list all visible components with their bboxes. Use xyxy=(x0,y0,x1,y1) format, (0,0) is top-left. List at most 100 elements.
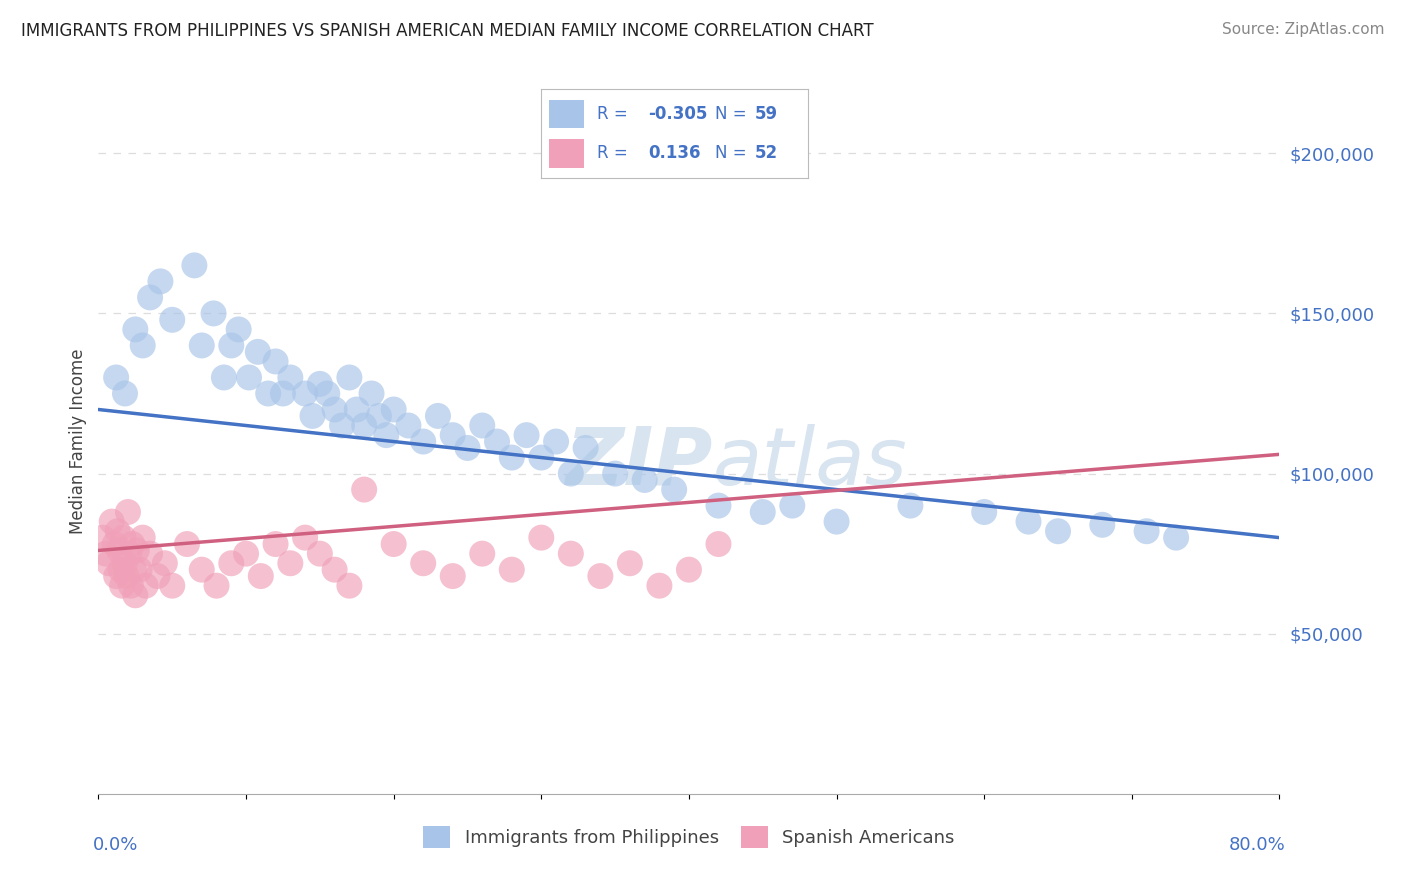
Point xyxy=(114,556,136,570)
Text: ZIP: ZIP xyxy=(565,424,713,501)
Point xyxy=(1166,531,1188,545)
Point xyxy=(707,499,730,513)
Point xyxy=(112,531,135,545)
Point xyxy=(486,434,509,449)
Text: 0.0%: 0.0% xyxy=(93,836,138,855)
Point xyxy=(110,563,132,577)
Point xyxy=(678,563,700,577)
Point xyxy=(221,556,243,570)
Text: R =: R = xyxy=(598,145,634,162)
Point xyxy=(100,515,122,529)
Point xyxy=(238,370,260,384)
Point xyxy=(501,450,523,465)
Text: 80.0%: 80.0% xyxy=(1229,836,1285,855)
Y-axis label: Median Family Income: Median Family Income xyxy=(69,349,87,534)
Point xyxy=(122,563,145,577)
Point xyxy=(205,579,228,593)
Text: 52: 52 xyxy=(755,145,778,162)
Point xyxy=(97,556,120,570)
Point xyxy=(360,386,382,401)
Point xyxy=(125,543,148,558)
Point xyxy=(221,338,243,352)
Point xyxy=(441,428,464,442)
Point xyxy=(264,354,287,368)
Point xyxy=(323,402,346,417)
Point xyxy=(546,434,568,449)
Point xyxy=(294,531,316,545)
Point xyxy=(105,370,128,384)
Text: -0.305: -0.305 xyxy=(648,105,707,123)
Point xyxy=(301,409,323,423)
Point xyxy=(128,563,150,577)
Point xyxy=(135,579,157,593)
Text: 59: 59 xyxy=(755,105,778,123)
Point xyxy=(121,537,143,551)
Point xyxy=(782,499,804,513)
Point xyxy=(707,537,730,551)
Text: atlas: atlas xyxy=(713,424,907,501)
Point xyxy=(634,473,657,487)
Point xyxy=(228,322,250,336)
Point xyxy=(516,428,538,442)
Point xyxy=(471,418,494,433)
Point xyxy=(1136,524,1159,539)
Point xyxy=(271,386,294,401)
Point xyxy=(120,579,142,593)
Point xyxy=(471,547,494,561)
Point xyxy=(91,531,114,545)
Point xyxy=(605,467,627,481)
Text: R =: R = xyxy=(598,105,634,123)
Point xyxy=(139,547,162,561)
Point xyxy=(648,579,671,593)
Point xyxy=(752,505,775,519)
Point xyxy=(1047,524,1070,539)
Point xyxy=(316,386,339,401)
Legend: Immigrants from Philippines, Spanish Americans: Immigrants from Philippines, Spanish Ame… xyxy=(416,819,962,855)
Point xyxy=(346,402,368,417)
Point xyxy=(246,344,269,359)
Point xyxy=(427,409,450,423)
Text: N =: N = xyxy=(716,105,752,123)
Point xyxy=(664,483,686,497)
Point xyxy=(183,259,205,273)
Point xyxy=(191,338,214,352)
Point xyxy=(153,556,176,570)
Text: N =: N = xyxy=(716,145,752,162)
Point xyxy=(264,537,287,551)
Point xyxy=(105,569,128,583)
Point xyxy=(235,547,257,561)
Point xyxy=(107,524,129,539)
Point xyxy=(412,434,434,449)
Text: IMMIGRANTS FROM PHILIPPINES VS SPANISH AMERICAN MEDIAN FAMILY INCOME CORRELATION: IMMIGRANTS FROM PHILIPPINES VS SPANISH A… xyxy=(21,22,873,40)
Point xyxy=(132,531,155,545)
Point xyxy=(973,505,995,519)
Point xyxy=(139,290,162,304)
Point xyxy=(124,588,146,602)
Point xyxy=(353,418,375,433)
Point xyxy=(132,338,155,352)
Point xyxy=(339,579,361,593)
Text: Source: ZipAtlas.com: Source: ZipAtlas.com xyxy=(1222,22,1385,37)
Point xyxy=(825,515,848,529)
Bar xyxy=(550,100,583,128)
Point xyxy=(114,386,136,401)
Point xyxy=(530,531,553,545)
Point xyxy=(398,418,420,433)
Point xyxy=(146,569,169,583)
Point xyxy=(280,556,302,570)
Point xyxy=(104,537,127,551)
Point xyxy=(162,579,183,593)
Point xyxy=(530,450,553,465)
Point xyxy=(94,547,117,561)
Point xyxy=(382,402,405,417)
Point xyxy=(382,537,405,551)
Point xyxy=(457,441,479,455)
Point xyxy=(162,313,183,327)
Point xyxy=(368,409,391,423)
Point xyxy=(441,569,464,583)
Bar xyxy=(550,139,583,168)
Point xyxy=(375,428,398,442)
Point xyxy=(124,322,146,336)
Point xyxy=(330,418,353,433)
Point xyxy=(560,467,582,481)
